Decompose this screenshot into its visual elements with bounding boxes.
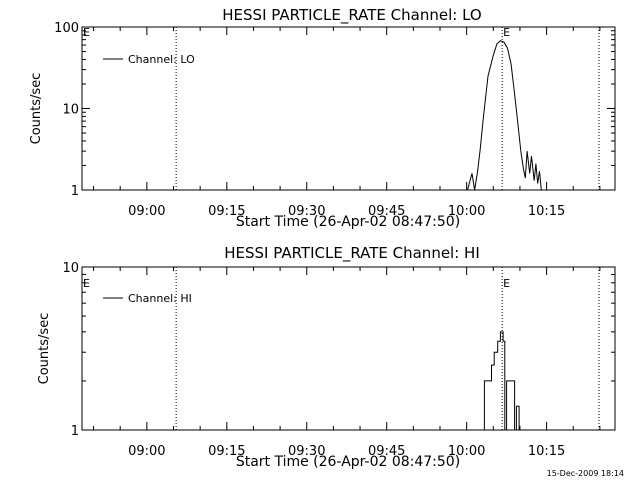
hi-x-tick-label: 09:45 [368, 444, 405, 459]
lo-x-tick-label: 09:15 [208, 204, 245, 219]
lo-series-line [467, 40, 542, 191]
lo-x-tick-label: 10:00 [448, 204, 485, 219]
footer-timestamp: 15-Dec-2009 18:14 [547, 469, 624, 478]
lo-y-axis-ticks: 1 10 100 [54, 21, 615, 199]
lo-legend-label: Channel: LO [128, 53, 195, 66]
lo-x-tick-label: 10:15 [528, 204, 565, 219]
hi-marker-label: E [83, 277, 90, 290]
lo-plot-frame [81, 26, 616, 191]
lo-y-tick-label: 1 [71, 184, 79, 199]
lo-chart-title: HESSI PARTICLE_RATE Channel: LO [222, 6, 481, 25]
lo-x-tick-label: 09:00 [128, 204, 165, 219]
hi-x-axis-label: Start Time (26-Apr-02 08:47:50) [236, 454, 460, 470]
lo-legend: Channel: LO [103, 53, 195, 66]
hi-x-tick-label: 09:00 [128, 444, 165, 459]
lo-channel-panel: HESSI PARTICLE_RATE Channel: LO Counts/s… [29, 6, 616, 230]
hi-chart-title: HESSI PARTICLE_RATE Channel: HI [224, 244, 480, 263]
hi-legend: Channel: HI [103, 292, 192, 305]
lo-y-tick-label: 100 [54, 21, 79, 36]
hi-legend-label: Channel: HI [128, 292, 192, 305]
hi-y-tick-label: 1 [71, 424, 79, 439]
lo-x-axis-ticks: 09:00 09:15 09:30 09:45 10:00 10:15 [93, 27, 601, 219]
hi-x-tick-label: 10:15 [528, 444, 565, 459]
hi-y-axis-label: Counts/sec [37, 313, 52, 385]
hi-y-tick-label: 10 [62, 261, 79, 276]
hi-plot-frame [81, 266, 616, 431]
lo-x-tick-label: 09:45 [368, 204, 405, 219]
lo-marker-label: E [503, 26, 510, 39]
hi-channel-panel: HESSI PARTICLE_RATE Channel: HI Counts/s… [37, 244, 616, 470]
hi-series-line [483, 331, 520, 431]
lo-y-axis-label: Counts/sec [29, 73, 44, 145]
hi-x-tick-label: 10:00 [448, 444, 485, 459]
hi-x-tick-label: 09:15 [208, 444, 245, 459]
hi-series [483, 331, 520, 431]
lo-marker-label: E [83, 26, 90, 39]
hi-y-axis-ticks: 1 10 [62, 261, 615, 439]
hi-x-tick-label: 09:30 [288, 444, 325, 459]
hi-x-axis-ticks: 09:00 09:15 09:30 09:45 10:00 10:15 [93, 267, 601, 459]
lo-x-tick-label: 09:30 [288, 204, 325, 219]
hi-marker-label: E [503, 277, 510, 290]
lo-y-tick-label: 10 [62, 103, 79, 118]
lo-series [467, 40, 542, 191]
lo-x-axis-label: Start Time (26-Apr-02 08:47:50) [236, 214, 460, 230]
